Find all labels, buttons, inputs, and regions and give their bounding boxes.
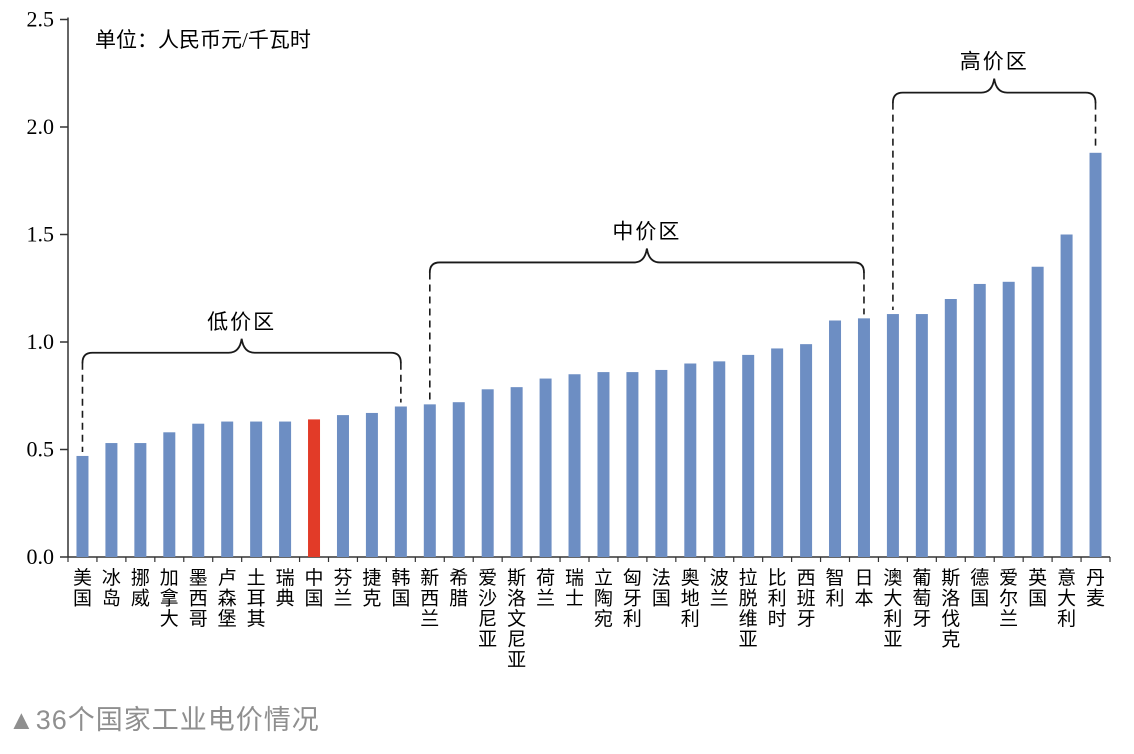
bar-日本 <box>857 318 870 557</box>
bar-奥地利 <box>684 363 697 557</box>
x-label-韩国: 韩国 <box>391 567 410 610</box>
bar-葡萄牙 <box>915 314 928 557</box>
x-label-日本: 日本 <box>854 568 873 610</box>
bar-挪威 <box>134 443 147 557</box>
x-label-拉脱维亚: 拉脱维亚 <box>739 567 758 651</box>
bar-澳大利亚 <box>886 314 899 557</box>
chart-caption: ▲36个国家工业电价情况 <box>8 705 320 735</box>
unit-label: 单位：人民币元/千瓦时 <box>95 28 311 52</box>
x-label-卢森堡: 卢森堡 <box>218 567 237 630</box>
y-tick-label-1.0: 1.0 <box>27 329 55 354</box>
bar-匈牙利 <box>626 372 639 557</box>
x-label-挪威: 挪威 <box>131 567 150 610</box>
zone-label-低价区: 低价区 <box>207 310 276 334</box>
bar-意大利 <box>1060 234 1073 557</box>
x-label-荷兰: 荷兰 <box>536 567 555 610</box>
x-label-斯洛伐克: 斯洛伐克 <box>941 567 960 651</box>
bar-斯洛文尼亚 <box>510 387 523 557</box>
x-label-德国: 德国 <box>970 567 989 610</box>
bar-西班牙 <box>800 344 813 557</box>
x-label-瑞士: 瑞士 <box>565 567 584 610</box>
bar-冰岛 <box>105 443 118 557</box>
x-label-捷克: 捷克 <box>362 567 381 610</box>
zone-label-中价区: 中价区 <box>612 219 681 243</box>
x-label-波兰: 波兰 <box>710 567 729 610</box>
y-tick-label-2.0: 2.0 <box>27 114 55 139</box>
bar-比利时 <box>771 348 784 557</box>
bar-土耳其 <box>250 421 263 557</box>
x-label-丹麦: 丹麦 <box>1086 568 1105 610</box>
x-label-西班牙: 西班牙 <box>797 568 816 630</box>
x-label-智利: 智利 <box>826 567 845 610</box>
y-tick-label-0.5: 0.5 <box>27 437 55 462</box>
bar-爱尔兰 <box>1002 281 1015 557</box>
x-label-匈牙利: 匈牙利 <box>623 567 642 630</box>
x-label-奥地利: 奥地利 <box>681 567 700 630</box>
x-label-冰岛: 冰岛 <box>102 567 121 610</box>
x-label-法国: 法国 <box>652 567 671 610</box>
bar-智利 <box>829 320 842 557</box>
x-label-澳大利亚: 澳大利亚 <box>883 567 902 651</box>
bar-芬兰 <box>336 415 349 557</box>
x-label-芬兰: 芬兰 <box>333 567 352 610</box>
x-label-希腊: 希腊 <box>449 567 468 610</box>
x-label-墨西哥: 墨西哥 <box>189 568 208 630</box>
bar-英国 <box>1031 266 1044 557</box>
bar-德国 <box>973 283 986 557</box>
bar-立陶宛 <box>597 372 610 557</box>
x-label-英国: 英国 <box>1028 567 1047 610</box>
x-label-斯洛文尼亚: 斯洛文尼亚 <box>507 567 526 671</box>
bar-chart: 单位：人民币元/千瓦时 0.0 0.5 1.0 1.5 2.0 2.5 美国 冰岛 挪威 加拿大墨… <box>27 7 1111 671</box>
bar-希腊 <box>452 402 465 557</box>
bar-丹麦 <box>1089 152 1102 558</box>
x-label-美国: 美国 <box>73 567 92 610</box>
zone-bracket-低价区 <box>81 338 402 364</box>
x-label-爱尔兰: 爱尔兰 <box>999 567 1018 630</box>
x-label-比利时: 比利时 <box>768 567 787 630</box>
bar-捷克 <box>365 412 378 557</box>
bar-chart-svg: 单位：人民币元/千瓦时 0.0 0.5 1.0 1.5 2.0 2.5 美国冰岛挪威加拿大墨… <box>27 7 1111 671</box>
bar-美国 <box>76 455 89 557</box>
y-tick-label-2.5: 2.5 <box>27 7 55 32</box>
bar-新西兰 <box>423 404 436 557</box>
y-tick-label-1.5: 1.5 <box>27 222 55 247</box>
bar-波兰 <box>713 361 726 557</box>
x-label-加拿大: 加拿大 <box>160 567 179 630</box>
bar-韩国 <box>394 406 407 557</box>
x-label-爱沙尼亚: 爱沙尼亚 <box>478 567 497 651</box>
y-tick-label-0.0: 0.0 <box>27 544 55 569</box>
x-label-土耳其: 土耳其 <box>247 567 266 630</box>
bar-拉脱维亚 <box>742 354 755 557</box>
x-label-新西兰: 新西兰 <box>420 567 439 630</box>
bar-中国 <box>308 419 321 557</box>
bar-瑞典 <box>279 421 292 557</box>
zone-bracket-中价区 <box>428 248 865 274</box>
bar-斯洛伐克 <box>944 299 957 557</box>
bar-法国 <box>655 369 668 557</box>
bar-加拿大 <box>163 432 176 557</box>
zone-label-高价区: 高价区 <box>960 50 1029 74</box>
zone-bracket-高价区 <box>892 78 1097 104</box>
bar-卢森堡 <box>221 421 234 557</box>
bar-瑞士 <box>568 374 581 557</box>
bar-爱沙尼亚 <box>481 389 494 557</box>
bar-荷兰 <box>539 378 552 557</box>
x-label-葡萄牙: 葡萄牙 <box>912 567 931 630</box>
x-label-瑞典: 瑞典 <box>276 567 295 610</box>
x-label-意大利: 意大利 <box>1057 567 1076 630</box>
x-label-中国: 中国 <box>305 567 324 610</box>
x-label-立陶宛: 立陶宛 <box>594 567 613 630</box>
bar-墨西哥 <box>192 423 205 557</box>
